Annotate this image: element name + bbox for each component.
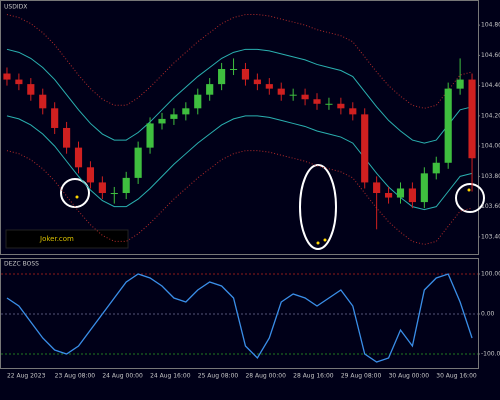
candle-body: [241, 68, 250, 80]
candle-body: [110, 193, 118, 195]
candle-body: [456, 79, 464, 89]
candle-body: [158, 118, 166, 124]
y-tick-label: 103.40: [481, 233, 500, 240]
candle-body: [229, 68, 238, 70]
candle-body: [194, 94, 202, 109]
candle-body: [74, 147, 83, 168]
candle-body: [86, 167, 95, 183]
candle-body: [51, 108, 59, 128]
candle-body: [206, 84, 214, 95]
main-panel: [0, 0, 479, 255]
y-tick-label: -100.00: [481, 351, 500, 358]
candle-body: [432, 162, 440, 174]
y-tick-label: 104.00: [481, 143, 500, 150]
candle-body: [384, 193, 393, 198]
candle-body: [277, 88, 285, 95]
x-tick-label: 28 Aug 16:00: [293, 373, 334, 380]
y-tick-label: 104.40: [481, 82, 500, 89]
candle-body: [468, 79, 476, 159]
band-line: [6, 150, 473, 245]
highlight-circle: [299, 164, 337, 250]
oscillator-line: [6, 273, 473, 363]
candle-body: [361, 114, 369, 183]
signal-dot: [323, 238, 327, 242]
symbol-label: USDIDX: [4, 4, 27, 11]
band-line: [6, 48, 473, 144]
candle-body: [218, 68, 226, 85]
candle-body: [325, 103, 333, 105]
x-tick-label: 30 Aug 16:00: [436, 373, 477, 380]
candle-body: [3, 73, 11, 80]
watermark: Joker.com: [39, 235, 74, 243]
candle-body: [253, 79, 261, 85]
candle-body: [63, 127, 71, 148]
candle-body: [444, 88, 452, 163]
signal-dot: [467, 188, 471, 192]
candle-body: [98, 182, 106, 194]
x-tick-label: 23 Aug 08:00: [55, 373, 96, 380]
candle-body: [265, 84, 273, 89]
x-tick-label: 24 Aug 00:00: [102, 373, 143, 380]
y-tick-label: 100.00: [481, 271, 500, 278]
band-line: [6, 115, 473, 211]
candle-body: [396, 188, 405, 198]
candle-body: [289, 94, 297, 96]
x-tick-label: 28 Aug 00:00: [245, 373, 286, 380]
y-tick-label: 104.80: [481, 22, 500, 29]
x-tick-label: 29 Aug 08:00: [341, 373, 382, 380]
x-tick-label: 30 Aug 00:00: [389, 373, 430, 380]
x-tick-label: 25 Aug 08:00: [198, 373, 239, 380]
candle-body: [134, 147, 142, 178]
candle-body: [122, 177, 130, 194]
candle-body: [301, 94, 309, 100]
candle-body: [27, 84, 35, 95]
candle-body: [349, 108, 357, 115]
candle-body: [408, 188, 416, 203]
y-tick-label: 104.20: [481, 112, 500, 119]
y-tick-label: 104.60: [481, 52, 500, 59]
candle-body: [182, 108, 190, 115]
candle-body: [39, 94, 47, 109]
candle-body: [337, 103, 345, 109]
y-tick-label: 103.60: [481, 203, 500, 210]
oscillator-title: DEZC BOSS: [4, 261, 39, 268]
x-tick-label: 24 Aug 16:00: [150, 373, 191, 380]
y-tick-label: 103.80: [481, 173, 500, 180]
candle-body: [170, 114, 178, 119]
band-line: [6, 14, 473, 109]
signal-dot: [75, 195, 79, 199]
candle-body: [15, 79, 23, 85]
x-tick-label: 22 Aug 2023: [7, 373, 46, 380]
highlight-circle: [455, 183, 485, 213]
y-tick-label: 0.00: [481, 311, 495, 318]
candle-body: [146, 123, 154, 148]
candle-body: [313, 99, 321, 104]
candle-body: [373, 182, 381, 194]
watermark-box: [5, 229, 129, 249]
signal-dot: [316, 241, 320, 245]
candle-body: [420, 173, 428, 203]
